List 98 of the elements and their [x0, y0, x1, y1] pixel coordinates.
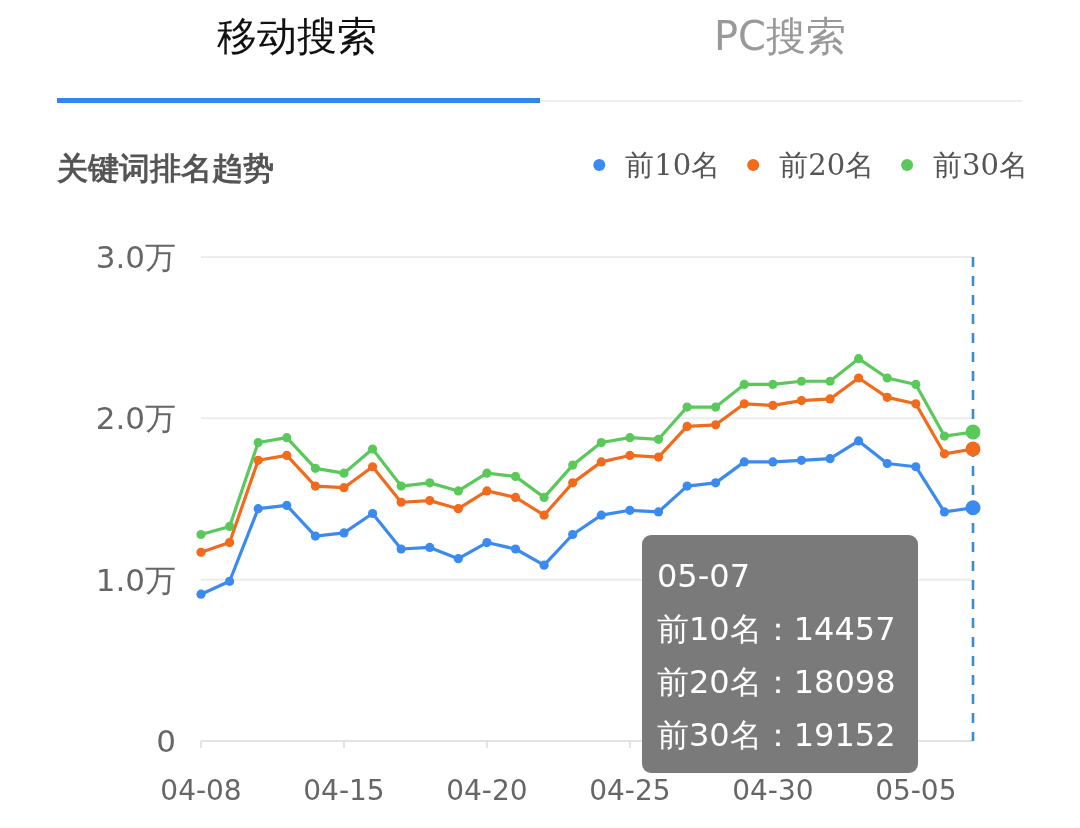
- point: [796, 455, 807, 465]
- tabs: 移动搜索 PC搜索: [57, 13, 1022, 103]
- point: [739, 379, 749, 390]
- point: [196, 589, 206, 599]
- point: [425, 542, 435, 552]
- x-tick-label: 04-15: [303, 774, 385, 807]
- legend-label: 前30名: [933, 148, 1028, 182]
- point: [768, 457, 778, 467]
- point: [282, 450, 292, 461]
- point: [911, 399, 921, 409]
- point: [425, 478, 435, 488]
- point: [625, 433, 635, 443]
- point: [282, 500, 292, 511]
- point: [625, 505, 635, 515]
- tooltip-rows: 前10名：14457 前20名：18098 前30名：19152: [657, 610, 896, 754]
- point: [768, 379, 778, 390]
- point: [510, 492, 521, 502]
- point: [482, 537, 492, 548]
- point: [396, 544, 406, 554]
- point: [367, 508, 378, 519]
- y-tick-label: 3.0万: [95, 239, 176, 275]
- point: [796, 376, 807, 386]
- point: [310, 531, 320, 541]
- point: [739, 399, 749, 409]
- point: [224, 537, 235, 548]
- point: [739, 457, 749, 467]
- point: [711, 402, 721, 412]
- point: [539, 560, 549, 570]
- point: [310, 463, 320, 473]
- y-tick-label: 2.0万: [95, 400, 176, 437]
- point: [825, 376, 835, 386]
- point: [367, 462, 378, 472]
- point: [882, 373, 892, 383]
- point: [653, 434, 664, 444]
- point: [825, 394, 835, 404]
- point: [425, 496, 435, 506]
- point: [939, 449, 950, 459]
- point: [939, 507, 950, 517]
- point: [854, 436, 864, 446]
- point: [196, 529, 206, 540]
- point: [510, 471, 521, 482]
- point: [396, 497, 406, 507]
- point: [482, 468, 492, 478]
- point: [253, 455, 263, 465]
- point: [854, 354, 864, 364]
- x-tick-label: 04-30: [732, 774, 814, 807]
- point: [224, 521, 235, 532]
- legend-label: 前10名: [625, 148, 721, 182]
- point: [911, 379, 921, 390]
- point: [596, 437, 606, 448]
- point: [568, 478, 578, 488]
- point: [939, 431, 950, 441]
- point: [653, 507, 664, 517]
- point: [224, 576, 235, 586]
- point: [682, 481, 692, 491]
- chart-title: 关键词排名趋势: [56, 150, 274, 186]
- point: [396, 481, 406, 491]
- point: [482, 486, 492, 496]
- point: [796, 395, 807, 406]
- x-tick-label: 04-08: [160, 774, 242, 807]
- point: [711, 420, 721, 430]
- ref-line-label: 05-07: [657, 557, 750, 595]
- point: [539, 492, 549, 502]
- point: [539, 510, 549, 520]
- point: [453, 486, 463, 496]
- y-tick-label: 0: [156, 723, 176, 759]
- point: [653, 452, 664, 462]
- point: [682, 402, 692, 412]
- point: [711, 478, 721, 488]
- point: [339, 483, 349, 493]
- point: [310, 481, 320, 491]
- point: [625, 450, 635, 461]
- point: [253, 504, 263, 514]
- point: [510, 544, 521, 554]
- x-tick-label: 04-20: [446, 774, 528, 807]
- point: [367, 444, 378, 454]
- point: [282, 433, 292, 443]
- point: [253, 437, 263, 448]
- y-tick-label: 1.0万: [95, 561, 176, 598]
- point: [339, 468, 349, 478]
- point: [854, 373, 864, 383]
- point: [596, 510, 606, 520]
- point: [339, 528, 349, 538]
- point: [453, 504, 463, 514]
- point: [768, 400, 778, 411]
- point: [911, 462, 921, 472]
- point: [453, 554, 463, 564]
- point: [568, 460, 578, 470]
- point: [825, 454, 835, 464]
- point: [196, 547, 206, 557]
- legend-label: 前20名: [779, 148, 875, 182]
- point: [882, 458, 892, 469]
- point: [596, 457, 606, 467]
- point: [568, 529, 578, 540]
- point: [682, 421, 692, 431]
- x-tick-label: 04-25: [589, 774, 671, 807]
- point: [882, 392, 892, 402]
- x-tick-label: 05-05: [875, 774, 957, 807]
